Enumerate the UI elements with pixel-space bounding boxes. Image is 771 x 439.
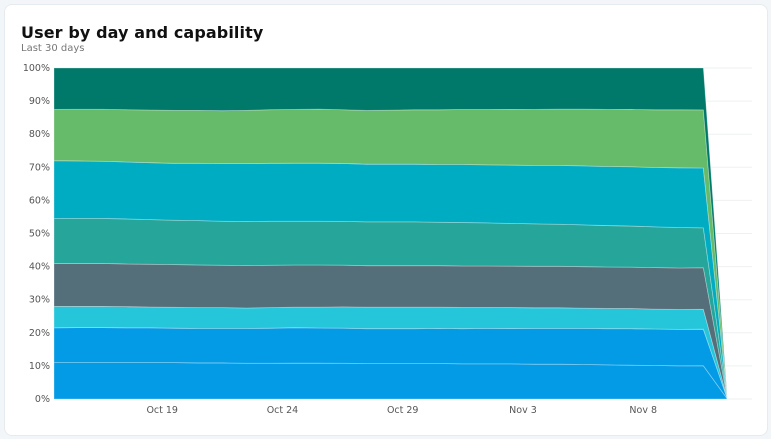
x-tick-label: Oct 29 (387, 405, 419, 416)
y-tick-label: 100% (23, 63, 50, 74)
y-tick-label: 50% (29, 229, 50, 240)
x-tick-label: Nov 8 (629, 405, 657, 416)
y-tick-label: 10% (29, 361, 50, 372)
area-series-7 (53, 108, 728, 400)
x-tick-label: Oct 24 (267, 405, 299, 416)
area-series-1 (53, 362, 729, 400)
x-tick-label: Oct 19 (146, 405, 178, 416)
area-series-8 (53, 67, 728, 400)
y-tick-label: 20% (29, 328, 50, 339)
y-tick-label: 40% (29, 262, 50, 273)
y-tick-label: 70% (29, 162, 50, 173)
chart-title: User by day and capability (21, 23, 264, 42)
y-tick-label: 30% (29, 295, 50, 306)
y-tick-label: 90% (29, 96, 50, 107)
x-tick-label: Nov 3 (509, 405, 537, 416)
y-tick-label: 0% (35, 394, 50, 405)
y-tick-label: 80% (29, 129, 50, 140)
y-tick-label: 60% (29, 195, 50, 206)
chart-subtitle: Last 30 days (21, 43, 85, 54)
